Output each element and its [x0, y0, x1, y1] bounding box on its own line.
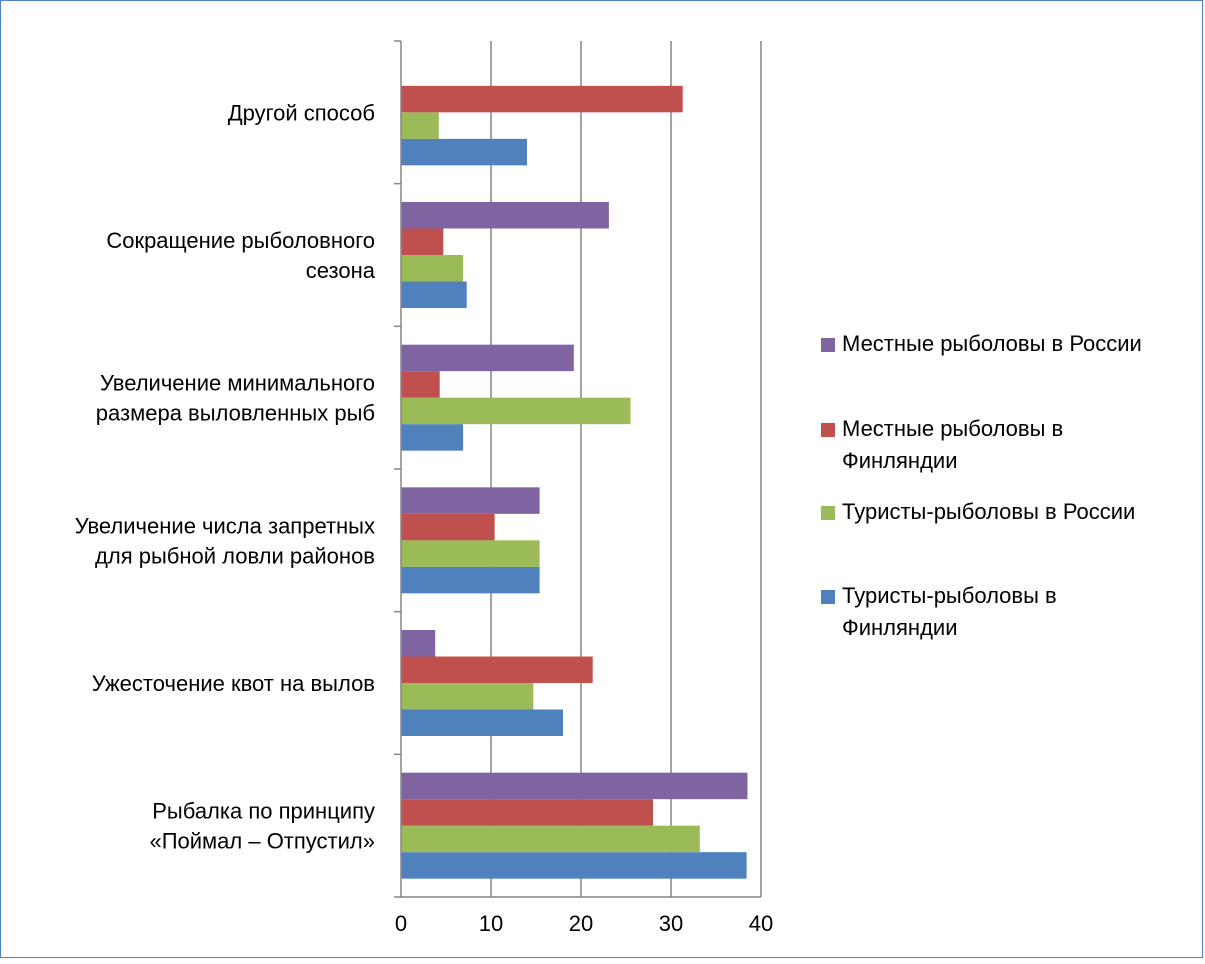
x-tick-label: 0 — [395, 911, 407, 936]
category-label: Увеличение минимального размера выловленн… — [96, 371, 375, 426]
bar — [401, 255, 464, 282]
category-label: Увеличение числа запретных для рыбной лов… — [75, 513, 375, 568]
x-tick-label: 10 — [479, 911, 503, 936]
bar — [401, 513, 495, 541]
category-label: Рыбалка по принципу «Поймал – Отпустил» — [149, 799, 375, 854]
bar — [401, 772, 748, 800]
bar — [401, 683, 534, 710]
legend-label: Местные рыболовы в Финляндии — [842, 416, 1063, 473]
bar — [401, 709, 563, 736]
legend-swatch — [821, 423, 835, 437]
bar — [401, 202, 609, 229]
bar — [401, 487, 540, 514]
bar — [401, 112, 439, 139]
bar — [401, 540, 540, 567]
bar — [401, 371, 440, 398]
legend-label: Местные рыболовы в России — [842, 331, 1142, 356]
legend-label: Туристы-рыболовы в России — [842, 499, 1135, 524]
bar — [401, 424, 464, 451]
bar — [401, 138, 527, 166]
bar — [401, 397, 631, 425]
bar — [401, 344, 574, 372]
x-tick-label: 40 — [749, 911, 773, 936]
legend-label: Туристы-рыболовы в Финляндии — [842, 583, 1057, 640]
legend-swatch — [821, 506, 835, 520]
bar — [401, 825, 700, 853]
x-tick-label: 30 — [659, 911, 683, 936]
bar — [401, 281, 467, 308]
bar — [401, 852, 747, 879]
bar — [401, 85, 683, 113]
legend-swatch — [821, 338, 835, 352]
category-label: Сокращение рыболовного сезона — [106, 228, 375, 283]
bar — [401, 566, 540, 594]
category-label: Ужесточение квот на вылов — [92, 671, 375, 696]
category-label: Другой способ — [228, 100, 375, 125]
bar — [401, 630, 436, 657]
bar — [401, 656, 593, 683]
x-tick-label: 20 — [569, 911, 593, 936]
legend-swatch — [821, 590, 835, 604]
bar — [401, 799, 653, 826]
bar — [401, 228, 444, 255]
